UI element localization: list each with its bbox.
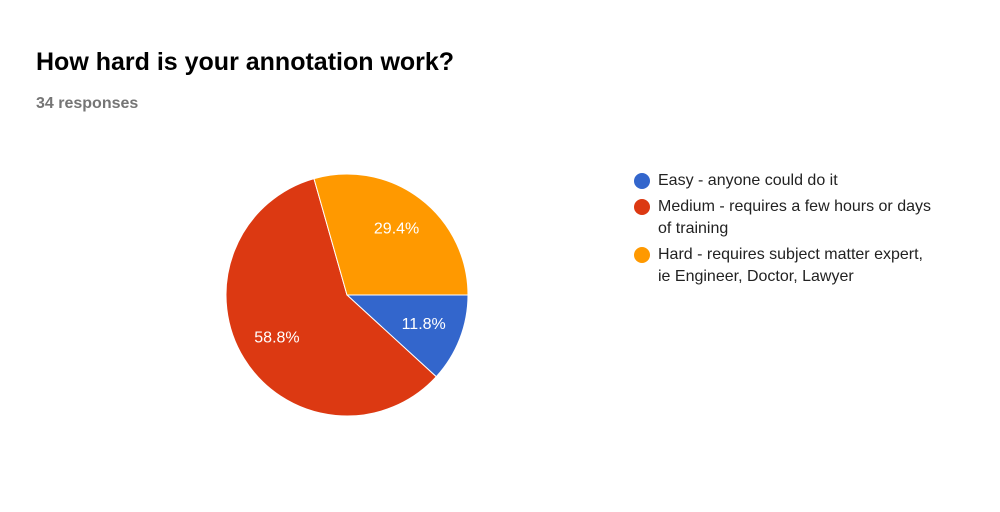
legend-swatch: [634, 173, 650, 189]
slice-label: 29.4%: [374, 221, 419, 238]
pie-slice: [313, 173, 469, 296]
legend-label: Hard - requires subject matter expert, i…: [658, 246, 923, 285]
legend-swatch: [634, 247, 650, 263]
legend-label: Easy - anyone could do it: [658, 172, 838, 189]
legend-item: Hard - requires subject matter expert, i…: [634, 244, 934, 288]
legend-item: Easy - anyone could do it: [634, 170, 934, 192]
legend-item: Medium - requires a few hours or days of…: [634, 196, 934, 240]
legend: Easy - anyone could do it Medium - requir…: [634, 170, 934, 292]
legend-swatch: [634, 199, 650, 215]
pie-slice: [345, 294, 469, 378]
slice-label: 58.8%: [254, 329, 299, 346]
chart-title: How hard is your annotation work?: [36, 48, 455, 76]
pie-slice: [225, 177, 437, 417]
chart-subtitle: 34 responses: [36, 95, 139, 112]
slice-label: 11.8%: [402, 316, 446, 333]
legend-label: Medium - requires a few hours or days of…: [658, 198, 931, 237]
